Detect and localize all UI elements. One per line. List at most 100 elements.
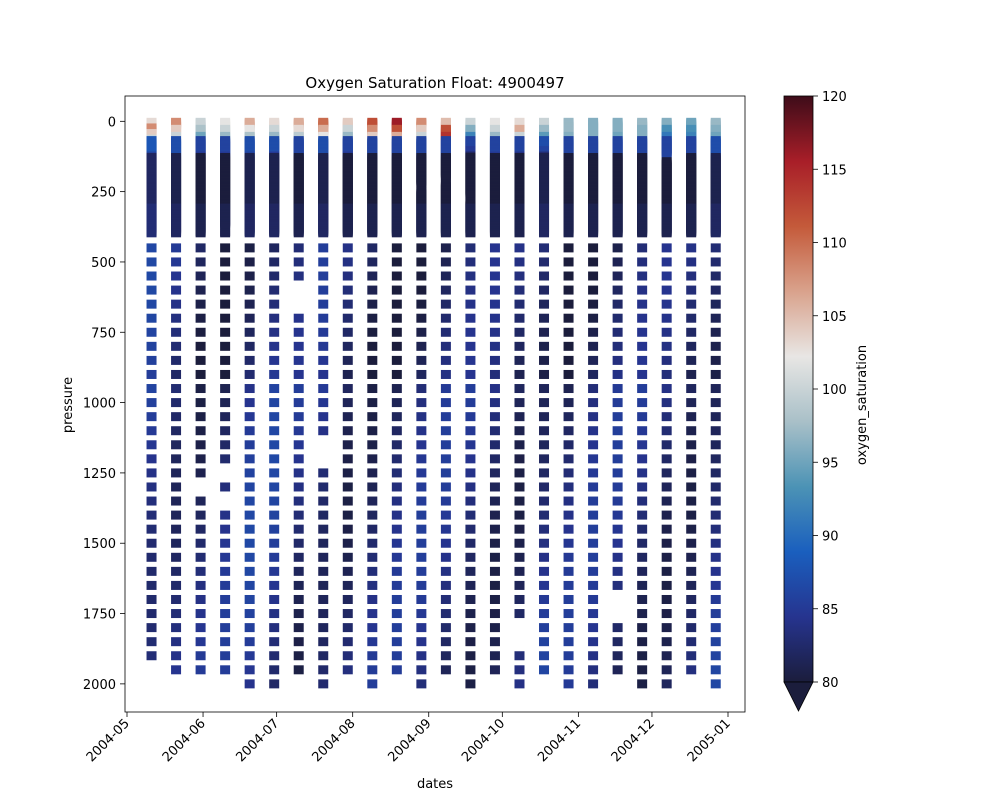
profile-sample bbox=[318, 665, 329, 675]
profile-sample bbox=[220, 355, 231, 365]
profile-column bbox=[318, 117, 329, 689]
profile-sample bbox=[661, 230, 672, 238]
profile-sample bbox=[367, 482, 378, 492]
profile-sample bbox=[514, 524, 525, 534]
profile-sample bbox=[661, 327, 672, 337]
profile-sample bbox=[465, 398, 476, 408]
profile-sample bbox=[244, 482, 255, 492]
profile-sample bbox=[146, 369, 157, 379]
profile-sample bbox=[465, 665, 476, 675]
y-tick-label: 250 bbox=[91, 186, 116, 201]
profile-sample bbox=[293, 594, 304, 604]
profile-sample bbox=[588, 524, 599, 534]
profile-sample bbox=[367, 398, 378, 408]
profile-sample bbox=[686, 327, 697, 337]
profile-sample bbox=[710, 609, 721, 619]
profile-sample bbox=[489, 623, 500, 633]
profile-sample bbox=[195, 623, 206, 633]
profile-sample bbox=[269, 566, 280, 576]
profile-sample bbox=[588, 679, 599, 689]
profile-sample bbox=[440, 384, 451, 394]
profile-sample bbox=[563, 355, 574, 365]
profile-sample bbox=[293, 327, 304, 337]
profile-sample bbox=[661, 299, 672, 309]
profile-sample bbox=[440, 230, 451, 238]
profile-sample bbox=[637, 454, 648, 464]
profile-column bbox=[342, 117, 353, 675]
profile-sample bbox=[661, 369, 672, 379]
profile-sample bbox=[661, 637, 672, 647]
profile-sample bbox=[391, 552, 402, 562]
profile-sample bbox=[637, 369, 648, 379]
profile-sample bbox=[269, 355, 280, 365]
profile-sample bbox=[342, 299, 353, 309]
profile-sample bbox=[563, 510, 574, 520]
profile-sample bbox=[489, 426, 500, 436]
profile-sample bbox=[588, 566, 599, 576]
profile-sample bbox=[367, 257, 378, 267]
profile-sample bbox=[539, 271, 550, 281]
profile-column bbox=[171, 117, 182, 675]
profile-sample bbox=[612, 412, 623, 422]
profile-sample bbox=[195, 426, 206, 436]
profile-sample bbox=[686, 665, 697, 675]
profile-sample bbox=[563, 341, 574, 351]
colorbar-tick-label: 115 bbox=[822, 163, 847, 178]
profile-sample bbox=[465, 454, 476, 464]
profile-sample bbox=[244, 637, 255, 647]
profile-sample bbox=[318, 482, 329, 492]
profile-sample bbox=[612, 341, 623, 351]
profile-sample bbox=[367, 369, 378, 379]
profile-sample bbox=[489, 285, 500, 295]
profile-sample bbox=[637, 665, 648, 675]
profile-sample bbox=[293, 369, 304, 379]
profile-sample bbox=[195, 637, 206, 647]
profile-sample bbox=[637, 482, 648, 492]
profile-sample bbox=[661, 151, 672, 159]
profile-sample bbox=[293, 230, 304, 238]
x-tick-label: 2005-01 bbox=[685, 716, 734, 765]
y-tick-label: 500 bbox=[91, 256, 116, 271]
profile-sample bbox=[563, 440, 574, 450]
profile-sample bbox=[563, 230, 574, 238]
profile-sample bbox=[588, 482, 599, 492]
profile-sample bbox=[171, 398, 182, 408]
profile-sample bbox=[342, 243, 353, 253]
profile-sample bbox=[489, 412, 500, 422]
profile-sample bbox=[612, 440, 623, 450]
profile-sample bbox=[342, 285, 353, 295]
profile-sample bbox=[367, 412, 378, 422]
profile-sample bbox=[367, 637, 378, 647]
profile-sample bbox=[686, 651, 697, 661]
profile-sample bbox=[195, 566, 206, 576]
profile-sample bbox=[342, 230, 353, 238]
profile-sample bbox=[489, 243, 500, 253]
profile-sample bbox=[686, 243, 697, 253]
colorbar-label: oxygen_saturation bbox=[855, 345, 870, 465]
profile-sample bbox=[710, 369, 721, 379]
profile-sample bbox=[514, 285, 525, 295]
colorbar-tick-label: 100 bbox=[822, 383, 847, 398]
profile-sample bbox=[489, 609, 500, 619]
profile-sample bbox=[539, 651, 550, 661]
profile-sample bbox=[563, 398, 574, 408]
profile-sample bbox=[489, 440, 500, 450]
profile-sample bbox=[293, 552, 304, 562]
profile-sample bbox=[710, 496, 721, 506]
profile-sample bbox=[612, 257, 623, 267]
profile-sample bbox=[563, 566, 574, 576]
profile-sample bbox=[391, 285, 402, 295]
profile-sample bbox=[686, 341, 697, 351]
profile-sample bbox=[367, 313, 378, 323]
profile-sample bbox=[416, 468, 427, 478]
profile-sample bbox=[195, 594, 206, 604]
profile-sample bbox=[220, 341, 231, 351]
profile-sample bbox=[318, 510, 329, 520]
profile-sample bbox=[539, 454, 550, 464]
profile-sample bbox=[195, 524, 206, 534]
profile-sample bbox=[146, 384, 157, 394]
profile-sample bbox=[146, 623, 157, 633]
profile-sample bbox=[367, 496, 378, 506]
profile-sample bbox=[318, 637, 329, 647]
profile-sample bbox=[612, 496, 623, 506]
